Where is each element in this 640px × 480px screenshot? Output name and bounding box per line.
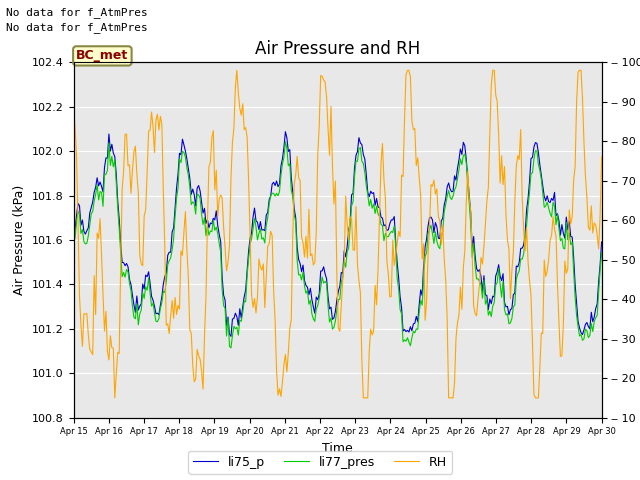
RH: [248, 292, 255, 298]
li77_pres: [134, 322, 142, 328]
Text: No data for f_AtmPres: No data for f_AtmPres: [6, 22, 148, 33]
X-axis label: Time: Time: [322, 442, 353, 455]
RH: [228, 140, 236, 145]
li75_p: [303, 285, 311, 290]
li77_pres: [572, 295, 579, 300]
RH: [136, 253, 143, 259]
RH: [111, 395, 118, 401]
Legend: li75_p, li77_pres, RH: li75_p, li77_pres, RH: [188, 451, 452, 474]
Text: No data for f_AtmPres: No data for f_AtmPres: [6, 7, 148, 18]
Text: BC_met: BC_met: [76, 49, 129, 62]
li77_pres: [70, 239, 77, 245]
li77_pres: [246, 241, 254, 247]
Line: li77_pres: li77_pres: [74, 142, 602, 348]
li77_pres: [282, 139, 289, 144]
Title: Air Pressure and RH: Air Pressure and RH: [255, 40, 420, 58]
RH: [70, 103, 77, 109]
li75_p: [228, 316, 236, 322]
RH: [598, 154, 605, 160]
Y-axis label: Air Pressure (kPa): Air Pressure (kPa): [13, 185, 26, 295]
RH: [257, 264, 264, 270]
li77_pres: [303, 288, 311, 293]
RH: [233, 67, 241, 73]
Line: RH: RH: [74, 70, 602, 398]
RH: [572, 164, 579, 169]
Line: li75_p: li75_p: [74, 132, 602, 336]
li75_p: [134, 307, 142, 313]
li75_p: [255, 227, 263, 232]
li75_p: [227, 334, 235, 339]
li75_p: [572, 282, 579, 288]
li75_p: [70, 233, 77, 239]
RH: [303, 255, 311, 261]
li77_pres: [598, 250, 605, 255]
li77_pres: [255, 230, 263, 236]
li77_pres: [227, 345, 235, 351]
li75_p: [598, 239, 605, 245]
li75_p: [246, 235, 254, 241]
li77_pres: [228, 333, 236, 338]
li75_p: [282, 129, 289, 134]
